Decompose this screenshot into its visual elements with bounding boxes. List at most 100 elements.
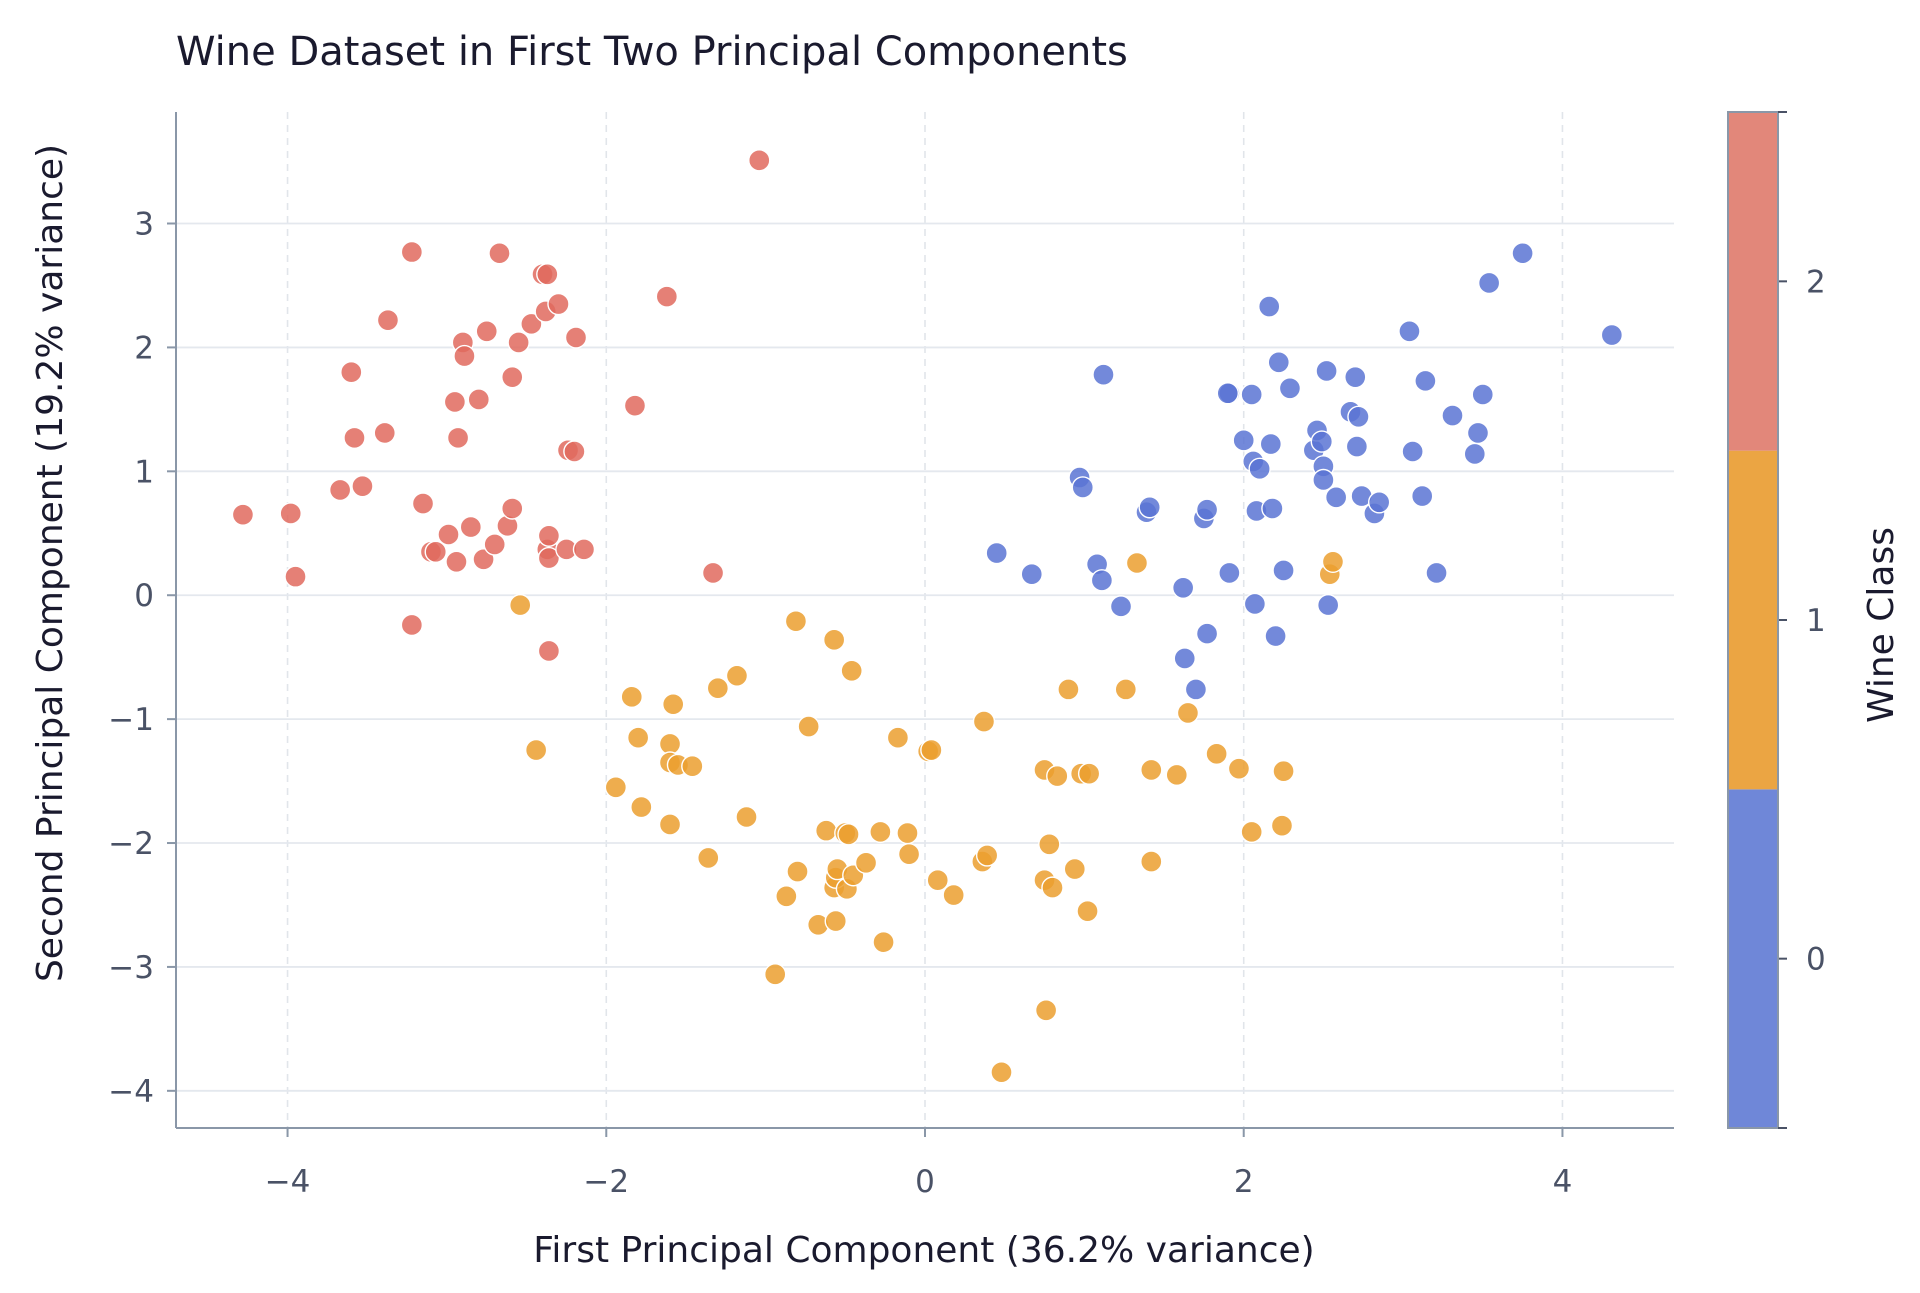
x-tick-label: 4 (1553, 1164, 1573, 1200)
data-point-class-0 (1463, 442, 1486, 466)
x-tick-label: 0 (915, 1164, 935, 1200)
data-point-class-1 (1205, 742, 1228, 766)
data-point-class-2 (459, 515, 483, 539)
data-point-class-0 (1232, 429, 1255, 452)
data-point-class-2 (284, 565, 307, 588)
colorbar-segment-1 (1728, 450, 1778, 790)
data-point-class-2 (373, 421, 396, 445)
data-point-class-2 (376, 308, 400, 332)
data-point-class-0 (1441, 404, 1464, 427)
data-point-class-0 (1195, 498, 1219, 521)
data-point-class-0 (1171, 576, 1195, 599)
data-point-class-0 (1324, 486, 1348, 509)
data-point-class-0 (1264, 624, 1287, 648)
data-point-class-1 (662, 693, 685, 716)
data-point-class-1 (990, 1061, 1013, 1084)
y-tick-label: 3 (134, 207, 154, 243)
data-point-class-1 (1176, 701, 1200, 725)
data-point-class-1 (1041, 876, 1064, 899)
data-point-class-1 (942, 883, 965, 907)
data-point-class-0 (1109, 595, 1133, 618)
y-tick-label: −2 (108, 826, 154, 862)
data-point-class-0 (1471, 383, 1494, 406)
data-point-class-2 (655, 285, 679, 308)
data-point-class-0 (1195, 622, 1219, 645)
data-point-class-2 (411, 492, 435, 515)
data-point-class-2 (564, 326, 588, 349)
x-tick-label: −4 (265, 1164, 311, 1200)
colorbar-tick-label: 0 (1806, 942, 1826, 978)
data-point-class-1 (524, 738, 548, 762)
data-point-class-0 (1258, 295, 1281, 318)
data-point-class-2 (446, 426, 470, 450)
data-point-class-0 (1344, 365, 1367, 389)
data-point-class-1 (1140, 850, 1163, 873)
data-point-class-1 (1077, 762, 1101, 785)
data-point-class-0 (1347, 405, 1370, 428)
colorbar-tick-label: 1 (1806, 603, 1826, 639)
data-point-class-0 (1138, 496, 1161, 519)
data-point-class-0 (1240, 383, 1263, 406)
data-point-class-2 (343, 426, 366, 450)
data-point-class-1 (837, 823, 860, 846)
data-point-class-1 (1270, 814, 1294, 837)
data-point-class-1 (1114, 678, 1137, 701)
data-point-class-1 (926, 868, 949, 892)
data-point-class-0 (1278, 377, 1302, 400)
data-point-class-1 (872, 930, 895, 954)
data-point-class-2 (340, 360, 363, 384)
data-point-class-2 (501, 497, 524, 520)
x-axis-label: First Principal Component (36.2% varianc… (533, 1230, 1314, 1271)
data-point-class-2 (328, 478, 352, 502)
y-tick-label: −4 (108, 1074, 154, 1110)
y-tick-label: 0 (134, 578, 154, 614)
data-point-class-1 (854, 851, 878, 875)
data-point-class-1 (775, 885, 798, 908)
data-point-class-1 (764, 963, 787, 986)
data-point-class-2 (400, 613, 424, 637)
data-point-class-1 (630, 795, 653, 819)
data-point-class-0 (1315, 359, 1338, 383)
scatter-points (231, 149, 1624, 1084)
data-point-class-0 (1272, 559, 1295, 582)
data-point-class-2 (472, 548, 495, 571)
data-point-class-0 (985, 541, 1008, 565)
data-point-class-2 (443, 390, 467, 414)
data-point-class-1 (886, 726, 910, 749)
y-tick-label: −1 (108, 702, 154, 738)
x-tick-label: 2 (1234, 1164, 1254, 1200)
colorbar-label: Wine Class (1861, 527, 1902, 723)
data-point-class-1 (786, 860, 809, 883)
data-point-class-0 (1184, 678, 1208, 701)
data-point-class-1 (920, 738, 943, 762)
data-point-class-0 (1316, 593, 1340, 617)
data-point-class-0 (1367, 491, 1391, 514)
data-point-class-1 (1240, 820, 1263, 844)
data-point-class-1 (626, 726, 650, 749)
colorbar-frame (1727, 111, 1779, 1129)
colorbar-segment-2 (1728, 112, 1778, 451)
data-point-class-1 (797, 715, 820, 738)
y-tick-label: 1 (134, 454, 154, 490)
data-point-class-0 (1261, 497, 1284, 520)
data-point-class-1 (706, 676, 730, 700)
data-point-class-1 (1076, 899, 1099, 923)
data-point-class-0 (1248, 457, 1271, 481)
x-axis-ticks: −4 −2 0 2 4 (265, 1128, 1573, 1200)
data-point-class-1 (822, 628, 846, 652)
data-point-class-1 (824, 909, 847, 933)
data-point-class-0 (1511, 242, 1534, 265)
data-point-class-0 (1398, 320, 1421, 343)
data-point-class-1 (1272, 759, 1295, 783)
data-point-class-2 (483, 533, 506, 556)
data-point-class-1 (897, 842, 921, 866)
data-point-class-1 (725, 664, 749, 687)
data-point-class-2 (453, 344, 476, 368)
data-point-class-2 (467, 388, 490, 411)
data-point-class-1 (1321, 550, 1345, 573)
data-point-class-1 (735, 805, 758, 829)
grid-lines (176, 112, 1674, 1128)
y-axis-label: Second Principal Component (19.2% varian… (30, 144, 71, 982)
data-point-class-2 (507, 331, 530, 354)
data-point-class-1 (681, 755, 704, 778)
